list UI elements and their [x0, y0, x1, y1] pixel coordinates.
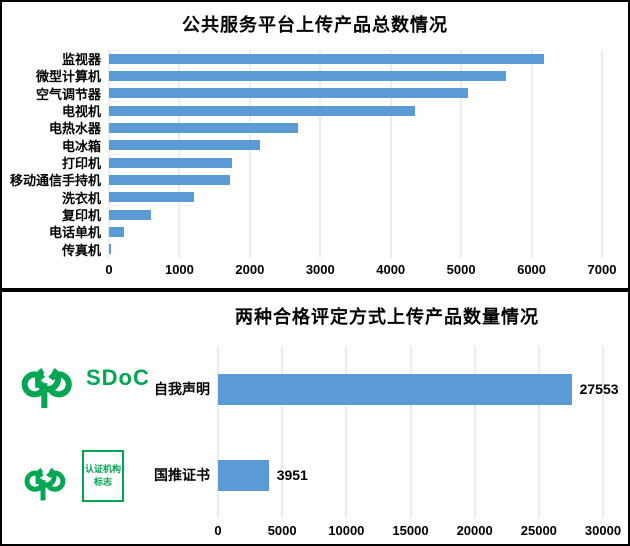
bar-row: 电话单机	[49, 223, 602, 240]
x-axis-tick-labels: 0 1000 2000 3000 4000 5000 6000 7000	[105, 262, 616, 278]
gridline	[601, 50, 603, 258]
bar-row: 移动通信手持机	[10, 171, 602, 188]
category-label: 洗衣机	[61, 190, 101, 206]
total-products-chart-panel: 公共服务平台上传产品总数情况 监视器 微型计算机 空气调节器电视机 电热水器 电冰箱打印…	[0, 0, 630, 290]
data-label: 27553	[579, 381, 619, 397]
bar	[218, 459, 269, 491]
x-tick-label: 5000	[267, 523, 297, 538]
category-label: 国推证书	[154, 467, 210, 483]
certification-mark-line2: 标志	[93, 477, 112, 487]
category-label: 传真机	[61, 242, 101, 258]
bar-rows-container: 监视器 微型计算机 空气调节器电视机 电热水器 电冰箱打印机 移动通信手持机 洗衣机复印机电…	[10, 50, 602, 258]
gridlines-container	[217, 346, 604, 518]
gridline	[178, 50, 180, 258]
bar-row: 传真机	[62, 241, 602, 258]
x-axis-tick-labels: 0 5000 10000 15000 20000 25000 30000	[214, 523, 621, 539]
x-tick-label: 30000	[584, 523, 622, 538]
bar-row: 电热水器	[49, 119, 602, 136]
certification-body-logo: 认证机构 标志	[20, 447, 124, 505]
bar-row: 复印机	[62, 206, 602, 223]
bar	[109, 244, 111, 255]
bar	[109, 122, 299, 133]
bar	[109, 88, 469, 99]
bar-row: 电视机	[62, 102, 602, 119]
x-tick-label: 10000	[328, 523, 365, 538]
chart-title-total-products: 公共服务平台上传产品总数情况	[182, 15, 448, 35]
bar-row: 打印机	[62, 154, 602, 171]
x-tick-label: 25000	[520, 523, 557, 538]
gridline	[410, 346, 411, 518]
category-label: 空气调节器	[35, 86, 101, 102]
bar-row: 电冰箱	[62, 137, 602, 154]
category-label: 电热水器	[48, 121, 101, 137]
bar-row: 空气调节器	[36, 85, 602, 102]
bar	[109, 105, 416, 116]
gridline	[531, 50, 533, 258]
bar	[109, 209, 152, 220]
bar-row: 微型计算机	[36, 67, 602, 84]
gridline	[281, 346, 283, 518]
sdoc-label: SDoC	[86, 365, 150, 390]
bar-rows-container: 自我声明 27553 国推证书 3951	[154, 346, 619, 518]
bar-row: 自我声明 27553	[154, 346, 619, 432]
certification-mark-box: 认证机构 标志	[82, 450, 124, 502]
certification-mark-line1: 认证机构	[84, 463, 121, 474]
green-product-tree-icon	[24, 467, 66, 501]
x-tick-label: 6000	[517, 262, 547, 277]
bar	[218, 373, 572, 405]
category-label: 移动通信手持机	[9, 173, 101, 189]
bar-row: 洗衣机	[62, 189, 602, 206]
bar-row: 监视器	[62, 50, 602, 67]
bar	[109, 53, 545, 64]
category-label: 监视器	[61, 52, 101, 68]
x-tick-label: 3000	[305, 262, 335, 277]
gridline	[538, 346, 540, 518]
x-tick-label: 15000	[392, 523, 429, 538]
x-tick-label: 2000	[235, 262, 265, 277]
bar	[109, 70, 506, 81]
sdoc-logo: SDoC	[16, 342, 150, 414]
bar	[109, 174, 231, 185]
assessment-methods-chart-panel: 两种合格评定方式上传产品数量情况 SDoC 认证机构 标志	[0, 290, 630, 546]
x-tick-label: 7000	[587, 262, 617, 277]
gridline	[319, 50, 321, 258]
data-label: 3951	[276, 467, 308, 483]
gridlines-container	[108, 50, 603, 258]
chart-title-assessment-methods: 两种合格评定方式上传产品数量情况	[235, 307, 539, 327]
gridline	[602, 346, 604, 518]
x-tick-label: 20000	[456, 523, 493, 538]
category-label: 电视机	[61, 104, 101, 120]
bar	[109, 192, 195, 203]
gridline	[217, 346, 219, 518]
plot-area-assessment-methods: 自我声明 27553 国推证书 3951 0 5000 10000 15000 20000 25…	[154, 346, 621, 538]
gridline	[108, 50, 110, 258]
category-label: 电冰箱	[61, 138, 101, 154]
bar	[109, 157, 232, 168]
category-label: 打印机	[61, 156, 101, 172]
plot-area-total-products: 监视器 微型计算机 空气调节器电视机 电热水器 电冰箱打印机 移动通信手持机 洗衣机复印机电…	[10, 50, 616, 277]
x-tick-label: 1000	[164, 262, 194, 277]
gridline	[390, 50, 392, 258]
category-label: 复印机	[61, 208, 101, 224]
bar	[109, 226, 125, 237]
green-product-tree-icon	[21, 367, 72, 409]
gridline	[460, 50, 462, 258]
gridline	[249, 50, 251, 258]
gridline	[345, 346, 347, 518]
category-label: 电话单机	[48, 225, 101, 241]
category-label: 微型计算机	[35, 69, 101, 85]
x-tick-label: 4000	[376, 262, 406, 277]
x-tick-label: 0	[214, 523, 222, 538]
category-label: 自我声明	[154, 381, 210, 397]
bar-row: 国推证书 3951	[154, 432, 603, 518]
gridline	[474, 346, 476, 518]
x-tick-label: 0	[105, 262, 113, 277]
bar	[109, 140, 260, 151]
x-tick-label: 5000	[446, 262, 476, 277]
